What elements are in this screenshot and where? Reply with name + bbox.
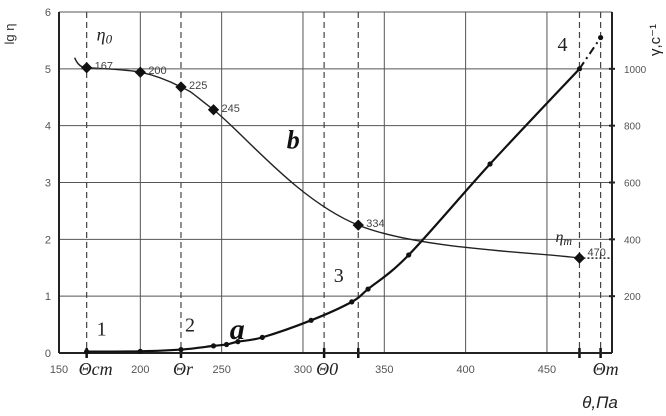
- series-a-extension: [578, 37, 602, 70]
- series-a-line: [86, 68, 581, 353]
- y-right-tick-label: 1000: [624, 65, 647, 76]
- x-tick-label: 450: [538, 364, 556, 376]
- x-axis-label: θ,Па: [582, 393, 618, 412]
- y-left-tick-label: 1: [45, 291, 51, 303]
- series-a-point: [576, 66, 583, 72]
- x-tick-label: 350: [375, 364, 393, 376]
- reference-label: Θr: [173, 359, 194, 379]
- series-a-point: [84, 348, 90, 355]
- y-left-tick-label: 4: [45, 121, 51, 133]
- y-left-tick-label: 2: [45, 234, 51, 246]
- grid: [59, 11, 612, 354]
- reference-label: Θ0: [316, 359, 338, 379]
- series-a-point: [308, 317, 314, 323]
- series-b-point: [175, 81, 187, 93]
- y-left-tick-label: 3: [45, 178, 51, 190]
- series-b-point-label: 334: [366, 218, 384, 230]
- series-a-point: [137, 348, 143, 354]
- series-b-point-label: 225: [189, 80, 207, 92]
- series-b-point-label: 167: [95, 61, 113, 73]
- series-a-point: [349, 299, 355, 305]
- x-tick-label: 300: [294, 364, 312, 376]
- series-a-point: [210, 343, 217, 349]
- y-left-tick-label: 6: [45, 7, 51, 19]
- etam-label: ηm: [555, 229, 572, 248]
- series-b-line: [86, 66, 580, 259]
- region-label: 2: [185, 315, 195, 337]
- x-tick-label: 250: [212, 364, 230, 376]
- y-right-tick-label: 400: [624, 235, 641, 246]
- region-label: 3: [334, 265, 344, 287]
- series-a-point: [406, 252, 412, 258]
- series-b-point: [134, 66, 146, 78]
- eta0-label: η0: [97, 24, 113, 46]
- y-left-label: lg η: [2, 24, 17, 45]
- series-a-name: a: [230, 313, 245, 346]
- y-right-tick-label: 800: [624, 122, 641, 133]
- series: 167 200 225 245 334 470 η0 ηm b a 1 2 3 4: [74, 24, 612, 355]
- y-right-tick-label: 600: [624, 179, 641, 190]
- series-a-point: [259, 334, 265, 340]
- region-label: 4: [557, 34, 567, 56]
- y-left-tick-label: 0: [45, 348, 51, 360]
- x-tick-label: 150: [50, 364, 68, 376]
- series-a-point: [223, 341, 230, 348]
- region-label: 1: [97, 319, 107, 341]
- reference-label: Θcm: [79, 359, 113, 379]
- series-b-point-label: 470: [587, 247, 605, 259]
- series-a-point: [178, 346, 184, 353]
- series-a-point: [365, 286, 371, 292]
- series-b-point-label: 245: [222, 103, 240, 115]
- y-right-label: γ,с⁻¹: [647, 24, 664, 56]
- x-tick-label: 200: [131, 364, 149, 376]
- series-b-point-label: 200: [148, 65, 166, 77]
- series-a-point: [598, 34, 604, 41]
- axes: 150 200 250 300 350 400 450 0 1 2 3 4 5 6 200 400 600 800…: [45, 7, 647, 376]
- y-right-tick-label: 200: [624, 292, 641, 303]
- series-b-point: [80, 62, 93, 74]
- series-b-point: [352, 219, 364, 231]
- series-a-point: [235, 339, 241, 345]
- x-tick-label: 400: [456, 364, 474, 376]
- series-a-point: [487, 161, 493, 167]
- series-b-name: b: [287, 125, 300, 154]
- y-left-tick-label: 5: [45, 64, 51, 76]
- reference-label: Θm: [593, 359, 619, 379]
